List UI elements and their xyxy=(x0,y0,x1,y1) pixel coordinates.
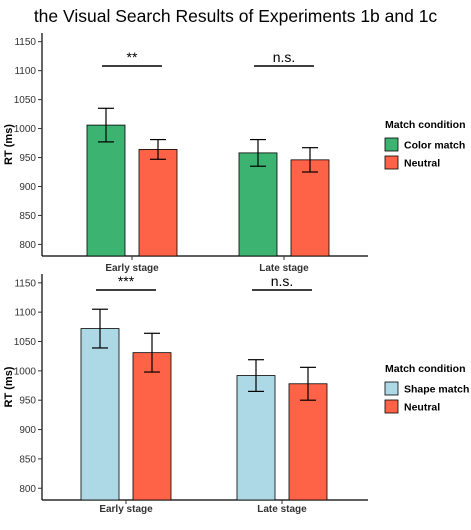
y-tick-label: 850 xyxy=(19,454,36,465)
x-category-label: Late stage xyxy=(257,504,307,515)
significance-label: *** xyxy=(118,273,135,289)
y-tick-label: 1150 xyxy=(14,37,36,48)
bar xyxy=(86,124,126,257)
y-tick-label: 900 xyxy=(19,425,36,436)
legend-swatch xyxy=(384,381,399,396)
y-tick-label: 1050 xyxy=(14,337,37,348)
bar xyxy=(138,149,178,257)
figure-title: the Visual Search Results of Experiments… xyxy=(33,6,438,26)
x-category-label: Early stage xyxy=(99,504,153,515)
bar xyxy=(288,383,328,501)
y-tick-label: 800 xyxy=(19,484,36,495)
bar xyxy=(238,152,278,257)
legend-title: Match condition xyxy=(385,363,466,375)
legend-title: Match condition xyxy=(385,119,466,131)
y-tick-label: 850 xyxy=(19,211,36,222)
y-tick-label: 800 xyxy=(19,240,36,251)
bar xyxy=(80,328,120,501)
bar xyxy=(132,352,172,501)
y-axis-title: RT (ms) xyxy=(3,366,15,407)
y-tick-label: 1000 xyxy=(14,124,37,135)
y-tick-label: 1100 xyxy=(14,308,36,319)
y-tick-label: 1150 xyxy=(14,278,36,289)
bar xyxy=(290,159,330,257)
legend-swatch xyxy=(384,155,399,170)
significance-label: n.s. xyxy=(273,49,296,65)
y-tick-label: 1100 xyxy=(14,66,36,77)
legend-swatch xyxy=(384,137,399,152)
legend-label: Color match xyxy=(404,140,465,152)
y-tick-label: 900 xyxy=(19,182,36,193)
y-tick-label: 950 xyxy=(19,396,36,407)
bar xyxy=(236,375,276,501)
x-category-label: Late stage xyxy=(259,263,309,274)
significance-label: n.s. xyxy=(271,273,294,289)
legend-swatch xyxy=(384,399,399,414)
x-category-label: Early stage xyxy=(105,263,159,274)
significance-label: ** xyxy=(127,49,138,65)
legend-label: Shape match xyxy=(404,384,469,396)
y-tick-label: 950 xyxy=(19,153,36,164)
y-tick-label: 1050 xyxy=(14,95,37,106)
y-tick-label: 1000 xyxy=(14,366,37,377)
legend-label: Neutral xyxy=(404,158,440,170)
y-axis-title: RT (ms) xyxy=(3,124,15,165)
legend-label: Neutral xyxy=(404,402,440,414)
